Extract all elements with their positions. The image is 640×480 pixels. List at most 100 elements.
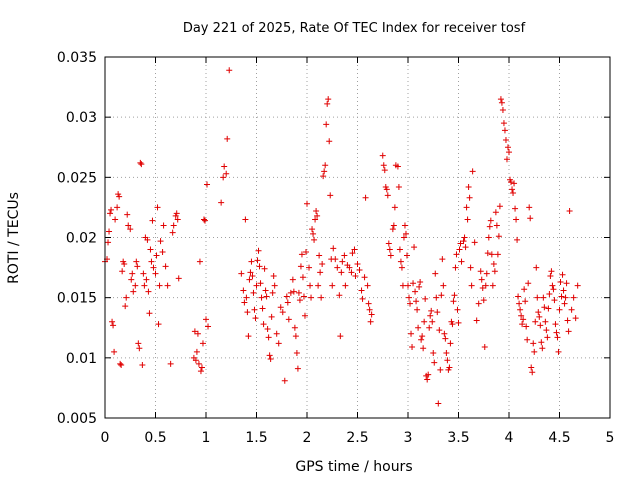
data-point (491, 268, 498, 275)
data-point (310, 230, 317, 237)
data-point (518, 312, 525, 319)
data-point (349, 250, 356, 257)
data-point (139, 362, 146, 369)
data-point (354, 260, 361, 267)
data-point (362, 194, 369, 201)
data-point (483, 270, 490, 277)
data-point (128, 276, 135, 283)
data-point (279, 309, 286, 316)
data-point (130, 288, 137, 295)
data-point (218, 199, 225, 206)
data-point (512, 205, 519, 212)
data-point (244, 309, 251, 316)
data-point (117, 360, 124, 367)
data-point (260, 321, 267, 328)
data-point (275, 340, 282, 347)
data-point (277, 304, 284, 311)
data-point (436, 327, 443, 334)
data-point (422, 295, 429, 302)
data-point (428, 307, 435, 314)
data-point (241, 299, 248, 306)
data-point (143, 276, 150, 283)
data-point (246, 276, 253, 283)
data-point (430, 350, 437, 357)
data-point (462, 244, 469, 251)
data-point (316, 252, 323, 259)
data-point (463, 204, 470, 211)
data-point (453, 251, 460, 258)
data-point (262, 287, 269, 294)
data-point (475, 300, 482, 307)
data-point (242, 216, 249, 223)
data-point (542, 318, 549, 325)
x-tick-label: 2 (303, 430, 312, 446)
data-point (203, 316, 209, 323)
data-point (555, 348, 562, 355)
data-point (324, 100, 331, 107)
data-point (398, 264, 405, 271)
data-point (493, 222, 500, 229)
data-point (122, 303, 129, 310)
data-point (141, 282, 148, 289)
data-point (558, 293, 565, 300)
data-point (194, 330, 201, 337)
data-point (364, 282, 371, 289)
data-point (367, 318, 374, 325)
data-point (454, 306, 461, 313)
data-point (440, 282, 447, 289)
data-point (192, 357, 199, 364)
data-point (313, 208, 320, 215)
data-point (467, 264, 474, 271)
data-point (334, 264, 341, 271)
data-point (298, 251, 305, 258)
data-point (420, 345, 427, 352)
grid-lines (105, 57, 610, 418)
data-point (154, 204, 161, 211)
data-point (195, 360, 202, 367)
data-point (413, 298, 420, 305)
data-point (487, 217, 494, 224)
data-point (510, 189, 517, 196)
data-point (238, 270, 245, 277)
data-point (415, 324, 422, 331)
data-point (552, 321, 559, 328)
data-point (529, 369, 536, 376)
data-point (200, 216, 207, 223)
data-point (563, 280, 570, 287)
x-tick-label: 3 (404, 430, 413, 446)
data-point (380, 162, 387, 169)
data-point (273, 330, 280, 337)
data-point (266, 352, 273, 359)
data-point (129, 270, 136, 277)
data-point (547, 273, 554, 280)
data-point (300, 293, 307, 300)
data-point (289, 276, 296, 283)
data-point (522, 298, 529, 305)
data-point (106, 228, 113, 235)
data-point (551, 297, 558, 304)
y-tick-label: 0.005 (57, 411, 97, 427)
data-point (197, 368, 204, 375)
data-point (482, 282, 489, 289)
data-point (325, 96, 332, 103)
data-point (309, 226, 316, 233)
data-point (323, 121, 330, 128)
data-point (574, 282, 581, 289)
data-point (550, 286, 557, 293)
y-tick-label: 0.01 (66, 351, 97, 367)
data-point (508, 179, 515, 186)
data-point (174, 216, 181, 223)
data-point (271, 282, 278, 289)
data-point (451, 292, 458, 299)
data-point (572, 315, 579, 322)
data-point (147, 246, 154, 253)
data-point (536, 313, 543, 320)
data-point (473, 317, 480, 324)
data-point (259, 305, 266, 312)
data-point (173, 210, 180, 217)
data-point (283, 293, 290, 300)
data-point (299, 274, 306, 281)
data-point (559, 271, 566, 278)
data-point (199, 340, 206, 347)
data-point (534, 294, 541, 301)
